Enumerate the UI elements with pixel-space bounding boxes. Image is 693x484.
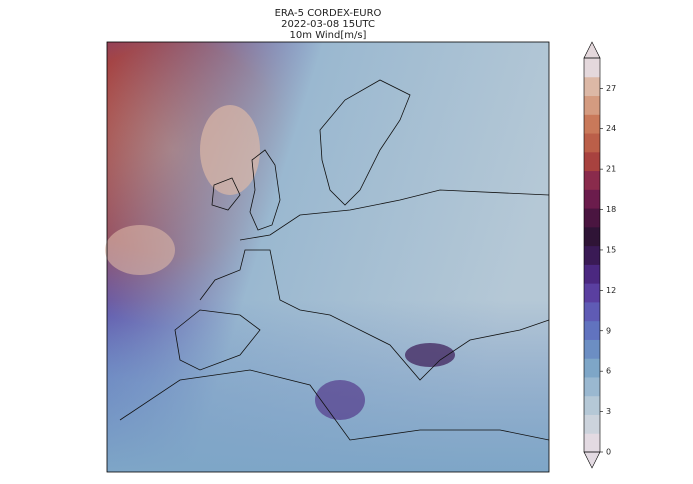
colorbar-tick-label: 3 bbox=[606, 407, 611, 416]
colorbar-band bbox=[584, 433, 600, 453]
colorbar-band bbox=[584, 320, 600, 340]
colorbar-band bbox=[584, 58, 600, 78]
colorbar-band bbox=[584, 208, 600, 228]
title: ERA-5 CORDEX-EURO bbox=[275, 8, 382, 19]
colorbar-tick-label: 24 bbox=[606, 124, 616, 133]
map bbox=[105, 41, 550, 473]
colorbar-band bbox=[584, 76, 600, 97]
subtitle: 2022-03-08 15UTC bbox=[281, 19, 375, 30]
colorbar-extend-low bbox=[583, 451, 601, 469]
colorbar-band bbox=[584, 133, 600, 153]
colorbar-band bbox=[584, 339, 600, 359]
colorbar-band bbox=[584, 264, 600, 284]
colorbar-tick-label: 15 bbox=[606, 245, 616, 254]
colorbar-tick-label: 12 bbox=[606, 286, 616, 295]
colorbar-tick-label: 18 bbox=[606, 205, 616, 214]
colorbar-tick-label: 0 bbox=[606, 448, 611, 457]
colorbar-band bbox=[584, 358, 600, 378]
colorbar-band bbox=[584, 395, 600, 415]
colorbar-tick-label: 6 bbox=[606, 367, 611, 376]
colorbar-band bbox=[584, 226, 600, 247]
colorbar-tick-label: 21 bbox=[606, 165, 616, 174]
colorbar-band bbox=[584, 114, 600, 134]
colorbar-frame bbox=[583, 57, 601, 453]
colorbar-tick-label: 9 bbox=[606, 326, 611, 335]
colorbar-band bbox=[584, 283, 600, 303]
colorbar-band bbox=[584, 95, 600, 115]
colorbar-extend-high bbox=[583, 41, 601, 59]
colorbar-tick-label: 27 bbox=[606, 84, 616, 93]
colorbar-band bbox=[584, 170, 600, 190]
variable: 10m Wind[m/s] bbox=[290, 30, 367, 41]
colorbar-band bbox=[584, 151, 600, 172]
colorbar-band bbox=[584, 189, 600, 209]
colorbar-band bbox=[584, 301, 600, 322]
colorbar-band bbox=[584, 414, 600, 434]
colorbar-band bbox=[584, 245, 600, 265]
colorbar: 0 3 6 9 12 15 18 21 24 27 bbox=[583, 41, 616, 469]
colorbar-band bbox=[584, 376, 600, 397]
